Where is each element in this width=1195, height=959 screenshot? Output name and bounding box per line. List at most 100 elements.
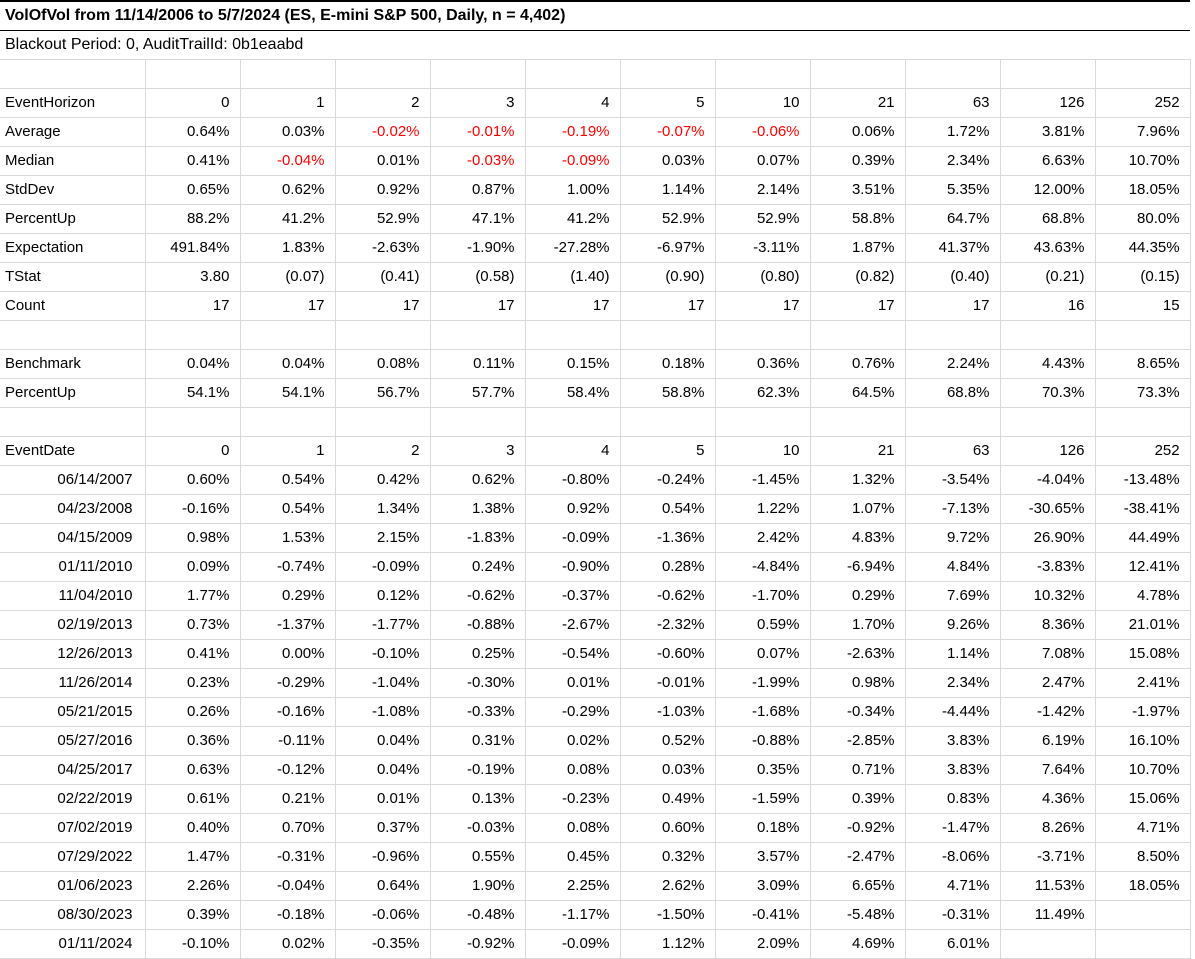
- data-cell[interactable]: 2.34%: [905, 668, 1001, 698]
- data-cell[interactable]: 41.37%: [905, 233, 1001, 263]
- horizon-value[interactable]: 63: [905, 436, 1001, 466]
- empty-cell[interactable]: [525, 59, 621, 89]
- data-cell[interactable]: 7.64%: [1000, 755, 1096, 785]
- data-cell[interactable]: 0.29%: [240, 581, 336, 611]
- data-cell[interactable]: 7.69%: [905, 581, 1001, 611]
- data-cell[interactable]: 44.49%: [1095, 523, 1191, 553]
- data-cell[interactable]: -0.19%: [525, 117, 621, 147]
- data-cell[interactable]: 0.40%: [145, 813, 241, 843]
- data-cell[interactable]: 16: [1000, 291, 1096, 321]
- horizon-value[interactable]: 21: [810, 88, 906, 118]
- data-cell[interactable]: -1.36%: [620, 523, 716, 553]
- data-cell[interactable]: 491.84%: [145, 233, 241, 263]
- data-cell[interactable]: -0.18%: [240, 900, 336, 930]
- horizon-value[interactable]: 0: [145, 88, 241, 118]
- event-date[interactable]: 11/26/2014: [0, 668, 146, 698]
- data-cell[interactable]: 1.90%: [430, 871, 526, 901]
- data-cell[interactable]: 11.49%: [1000, 900, 1096, 930]
- data-cell[interactable]: -0.03%: [430, 146, 526, 176]
- data-cell[interactable]: 6.65%: [810, 871, 906, 901]
- data-cell[interactable]: 15.06%: [1095, 784, 1191, 814]
- empty-cell[interactable]: [145, 320, 241, 350]
- data-cell[interactable]: 0.32%: [620, 842, 716, 872]
- data-cell[interactable]: -0.29%: [240, 668, 336, 698]
- event-date[interactable]: 04/23/2008: [0, 494, 146, 524]
- data-cell[interactable]: 1.70%: [810, 610, 906, 640]
- data-cell[interactable]: -1.97%: [1095, 697, 1191, 727]
- data-cell[interactable]: -4.04%: [1000, 465, 1096, 495]
- data-cell[interactable]: (1.40): [525, 262, 621, 292]
- data-cell[interactable]: 0.76%: [810, 349, 906, 379]
- data-cell[interactable]: -0.23%: [525, 784, 621, 814]
- empty-cell[interactable]: [810, 320, 906, 350]
- data-cell[interactable]: 1.14%: [905, 639, 1001, 669]
- data-cell[interactable]: 0.87%: [430, 175, 526, 205]
- empty-cell[interactable]: [0, 407, 146, 437]
- empty-cell[interactable]: [620, 59, 716, 89]
- data-cell[interactable]: -0.37%: [525, 581, 621, 611]
- data-cell[interactable]: -0.07%: [620, 117, 716, 147]
- horizon-value[interactable]: 2: [335, 436, 431, 466]
- horizon-value[interactable]: 10: [715, 88, 811, 118]
- data-cell[interactable]: -1.37%: [240, 610, 336, 640]
- data-cell[interactable]: 4.71%: [1095, 813, 1191, 843]
- data-cell[interactable]: 17: [810, 291, 906, 321]
- data-cell[interactable]: 12.00%: [1000, 175, 1096, 205]
- data-cell[interactable]: 52.9%: [620, 204, 716, 234]
- data-cell[interactable]: 1.14%: [620, 175, 716, 205]
- data-cell[interactable]: -1.59%: [715, 784, 811, 814]
- data-cell[interactable]: 7.96%: [1095, 117, 1191, 147]
- data-cell[interactable]: 9.72%: [905, 523, 1001, 553]
- empty-cell[interactable]: [525, 320, 621, 350]
- empty-cell[interactable]: [810, 407, 906, 437]
- horizon-value[interactable]: 4: [525, 436, 621, 466]
- data-cell[interactable]: 2.09%: [715, 929, 811, 959]
- data-cell[interactable]: -4.44%: [905, 697, 1001, 727]
- data-cell[interactable]: 0.98%: [145, 523, 241, 553]
- data-cell[interactable]: -0.35%: [335, 929, 431, 959]
- data-cell[interactable]: -2.63%: [810, 639, 906, 669]
- data-cell[interactable]: -0.30%: [430, 668, 526, 698]
- data-cell[interactable]: 0.06%: [810, 117, 906, 147]
- data-cell[interactable]: (0.58): [430, 262, 526, 292]
- data-cell[interactable]: 3.80: [145, 262, 241, 292]
- data-cell[interactable]: -0.09%: [525, 929, 621, 959]
- event-date[interactable]: 05/27/2016: [0, 726, 146, 756]
- data-cell[interactable]: 2.25%: [525, 871, 621, 901]
- data-cell[interactable]: 1.32%: [810, 465, 906, 495]
- data-cell[interactable]: 0.23%: [145, 668, 241, 698]
- data-cell[interactable]: 1.72%: [905, 117, 1001, 147]
- data-cell[interactable]: 0.60%: [145, 465, 241, 495]
- data-cell[interactable]: [1095, 900, 1191, 930]
- data-cell[interactable]: 17: [905, 291, 1001, 321]
- data-cell[interactable]: -3.54%: [905, 465, 1001, 495]
- data-cell[interactable]: 2.47%: [1000, 668, 1096, 698]
- row-label[interactable]: Expectation: [0, 233, 146, 263]
- data-cell[interactable]: 4.83%: [810, 523, 906, 553]
- data-cell[interactable]: 8.65%: [1095, 349, 1191, 379]
- data-cell[interactable]: -0.11%: [240, 726, 336, 756]
- data-cell[interactable]: 2.24%: [905, 349, 1001, 379]
- data-cell[interactable]: -1.68%: [715, 697, 811, 727]
- empty-cell[interactable]: [905, 407, 1001, 437]
- data-cell[interactable]: 17: [240, 291, 336, 321]
- data-cell[interactable]: -0.03%: [430, 813, 526, 843]
- data-cell[interactable]: -1.99%: [715, 668, 811, 698]
- empty-cell[interactable]: [1095, 59, 1191, 89]
- data-cell[interactable]: 0.08%: [335, 349, 431, 379]
- data-cell[interactable]: -3.83%: [1000, 552, 1096, 582]
- data-cell[interactable]: 58.8%: [620, 378, 716, 408]
- data-cell[interactable]: 68.8%: [1000, 204, 1096, 234]
- data-cell[interactable]: 6.01%: [905, 929, 1001, 959]
- data-cell[interactable]: -0.01%: [430, 117, 526, 147]
- data-cell[interactable]: 0.04%: [145, 349, 241, 379]
- data-cell[interactable]: -2.67%: [525, 610, 621, 640]
- data-cell[interactable]: 0.37%: [335, 813, 431, 843]
- horizon-value[interactable]: 1: [240, 88, 336, 118]
- data-cell[interactable]: -0.96%: [335, 842, 431, 872]
- data-cell[interactable]: 41.2%: [525, 204, 621, 234]
- data-cell[interactable]: 0.70%: [240, 813, 336, 843]
- empty-cell[interactable]: [715, 59, 811, 89]
- data-cell[interactable]: 0.24%: [430, 552, 526, 582]
- data-cell[interactable]: 6.19%: [1000, 726, 1096, 756]
